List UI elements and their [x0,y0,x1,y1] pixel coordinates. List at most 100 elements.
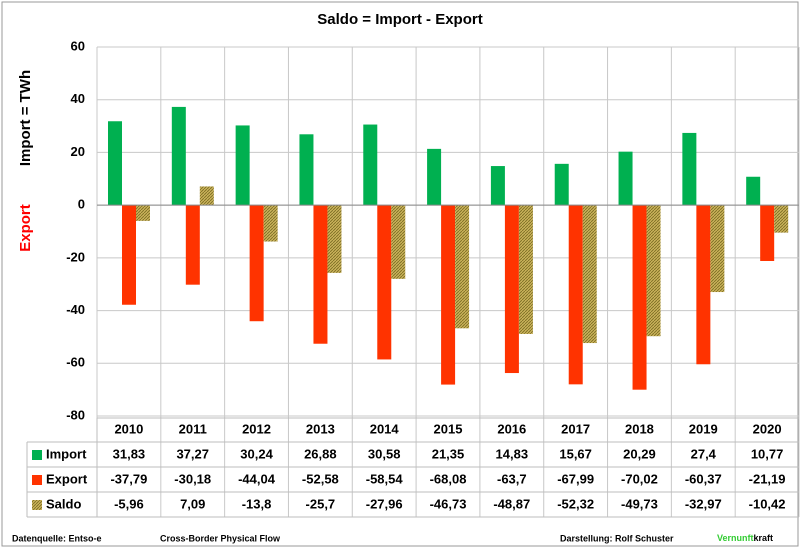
x-tick-label: 2013 [306,421,335,436]
legend-swatch [32,475,42,485]
x-tick-label: 2010 [114,421,143,436]
table-value: -37,79 [110,471,147,486]
x-tick-label: 2020 [753,421,782,436]
table-value: 30,58 [368,446,401,461]
bar [568,205,583,385]
table-value: -44,04 [238,471,276,486]
bar [441,205,456,385]
bar [455,205,470,329]
x-tick-label: 2018 [625,421,654,436]
table-value: -25,7 [306,496,336,511]
table-value: 30,24 [240,446,273,461]
legend-label: Saldo [46,496,81,511]
bar [122,205,136,305]
bar [249,205,264,322]
legend-swatch [32,450,42,460]
bar [490,166,505,206]
bar [646,205,661,337]
bar [171,106,186,206]
table-value: -21,19 [749,471,786,486]
table-value: 26,88 [304,446,337,461]
table-value: 21,35 [432,446,465,461]
bar [199,186,214,206]
y-tick-label: -80 [66,407,85,422]
table-value: -52,32 [557,496,594,511]
bar [391,205,406,279]
table-value: -49,73 [621,496,658,511]
bar [696,205,711,365]
y-tick-label: 20 [71,144,85,159]
table-value: -67,99 [557,471,594,486]
footer-flow: Cross-Border Physical Flow [160,533,281,543]
brand-green: Vernunft [717,533,754,543]
table-value: 20,29 [623,446,656,461]
y-tick-label: 0 [78,197,85,212]
x-tick-label: 2015 [434,421,463,436]
bar [377,205,392,360]
bar [760,205,775,261]
table-value: -13,8 [242,496,272,511]
chart-title: Saldo = Import - Export [317,11,482,28]
bar [518,205,533,334]
table-value: 10,77 [751,446,784,461]
footer-author: Darstellung: Rolf Schuster [560,533,674,543]
x-tick-label: 2014 [370,421,400,436]
legend-swatch [32,500,42,510]
bar [504,205,519,374]
bar [710,205,725,293]
bar [554,163,569,206]
x-tick-label: 2019 [689,421,718,436]
bar [582,205,597,344]
x-tick-label: 2012 [242,421,271,436]
legend-label: Export [46,471,88,486]
bar [774,205,789,233]
footer-source: Datenquelle: Entso-e [12,533,102,543]
y-label-import: Import = TWh [17,70,34,166]
x-tick-label: 2017 [561,421,590,436]
bar [136,205,150,221]
bar [299,134,314,206]
table-value: -46,73 [430,496,467,511]
y-tick-label: 60 [71,38,85,53]
table-value: -5,96 [114,496,144,511]
table-value: -60,37 [685,471,722,486]
bar [632,205,647,390]
table-value: -27,96 [366,496,403,511]
x-tick-label: 2016 [497,421,526,436]
bar [263,205,278,242]
legend-label: Import [46,446,87,461]
brand-black: kraft [754,533,774,543]
table-value: -52,58 [302,471,339,486]
table-value: -68,08 [430,471,467,486]
footer-brand: Vernunftkraft [717,533,773,543]
table-value: 15,67 [559,446,592,461]
table-value: 14,83 [496,446,529,461]
bar [427,148,442,206]
y-tick-label: 40 [71,91,85,106]
table-value: -10,42 [749,496,786,511]
y-tick-label: -40 [66,302,85,317]
bar [363,124,378,206]
bar [746,176,761,206]
table-value: 37,27 [176,446,209,461]
bar [682,132,697,206]
table-value: -58,54 [366,471,404,486]
table-value: -32,97 [685,496,722,511]
table-value: -30,18 [174,471,211,486]
y-tick-label: -20 [66,249,85,264]
bar [185,205,200,285]
table-value: -48,87 [493,496,530,511]
y-label-export: Export [17,204,34,252]
table-value: 31,83 [113,446,146,461]
bar [618,151,633,206]
table-value: -63,7 [497,471,527,486]
y-tick-label: -60 [66,355,85,370]
bar [235,125,250,206]
bar [327,205,342,273]
table-value: -70,02 [621,471,658,486]
bar [313,205,328,344]
table-value: 7,09 [180,496,205,511]
x-tick-label: 2011 [179,421,207,436]
table-value: 27,4 [691,446,717,461]
